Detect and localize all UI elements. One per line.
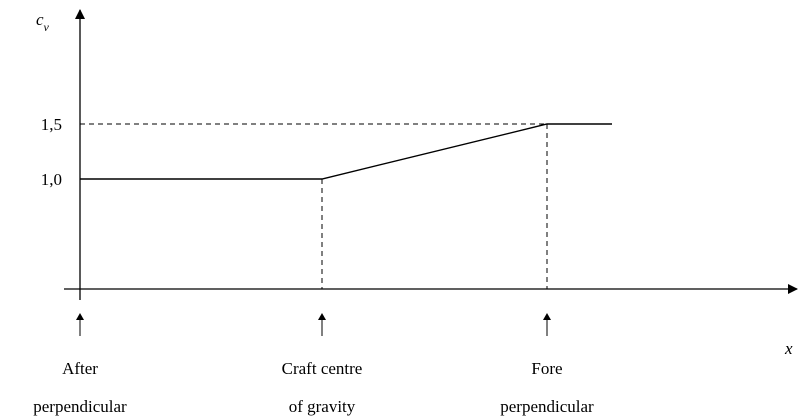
x-tick-label: perpendicular [33, 397, 127, 416]
data-line [80, 123, 612, 180]
x-tick-label: Fore [531, 359, 562, 378]
x-tick-label: Craft centre [282, 359, 363, 378]
x-tick-label: After [62, 359, 98, 378]
y-label-main: c [36, 10, 44, 29]
y-tick-label: 1,0 [41, 170, 62, 189]
x-tick-label: perpendicular [500, 397, 594, 416]
x-tick-label: of gravity [289, 397, 356, 416]
y-label-sub: v [44, 20, 50, 34]
y-tick-label: 1,5 [41, 115, 62, 134]
x-axis-label: x [784, 339, 793, 358]
y-axis-label: cv [36, 10, 50, 34]
